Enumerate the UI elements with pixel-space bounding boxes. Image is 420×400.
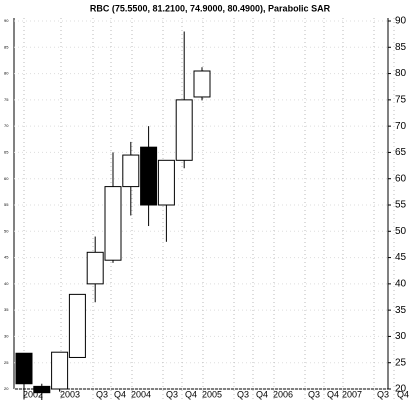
x-tick-label: 2005 — [202, 389, 222, 399]
candle-body — [68, 293, 86, 358]
y-tick-label: 75 — [395, 94, 407, 105]
x-tick-label: Q4 — [256, 389, 268, 399]
y-tick-label: 85 — [395, 42, 407, 53]
y-tick-label: 25 — [395, 357, 407, 368]
y-tick-label: 65 — [395, 147, 407, 158]
y-tick-label-left: 85 — [4, 44, 9, 49]
candle-body — [51, 351, 69, 390]
candle-body — [175, 99, 193, 161]
y-tick-label-left: 50 — [4, 228, 9, 233]
x-tick-label: 2007 — [342, 389, 362, 399]
y-tick-label: 90 — [395, 16, 407, 27]
x-tick-label: Q3 — [96, 389, 108, 399]
y-tick-label: 20 — [395, 384, 407, 395]
y-tick-label-left: 60 — [4, 176, 9, 181]
x-tick-label: 2006 — [273, 389, 293, 399]
y-tick-label-left: 45 — [4, 255, 9, 260]
y-tick-label-left: 35 — [4, 307, 9, 312]
y-tick-label-left: 90 — [4, 18, 9, 23]
candle-body — [157, 159, 175, 206]
y-tick-label: 35 — [395, 305, 407, 316]
y-tick-label-left: 80 — [4, 71, 9, 76]
x-tick-label: Q4 — [397, 389, 409, 399]
x-tick-label: 2003 — [60, 389, 80, 399]
x-tick-label: Q4 — [114, 389, 126, 399]
x-tick-label: Q3 — [237, 389, 249, 399]
x-tick-label: Q3 — [308, 389, 320, 399]
y-tick-label: 45 — [395, 252, 407, 263]
candle-body — [104, 186, 122, 261]
y-tick-label-left: 75 — [4, 97, 9, 102]
candle-body — [122, 154, 140, 188]
candle-body — [15, 352, 33, 385]
y-tick-label: 70 — [395, 121, 407, 132]
y-tick-label-left: 40 — [4, 281, 9, 286]
x-tick-label: Q3 — [166, 389, 178, 399]
y-tick-label-left: 65 — [4, 149, 9, 154]
candle-body — [86, 251, 104, 285]
candle-body — [193, 70, 211, 98]
x-tick-label: Q4 — [327, 389, 339, 399]
y-tick-label: 55 — [395, 200, 407, 211]
y-tick-label: 80 — [395, 68, 407, 79]
y-tick-label-left: 70 — [4, 123, 9, 128]
candle-body — [140, 146, 158, 206]
candle-body — [33, 385, 51, 394]
y-tick-label: 60 — [395, 173, 407, 184]
y-tick-label-left: 55 — [4, 202, 9, 207]
y-tick-label-left: 25 — [4, 360, 9, 365]
y-tick-label-left: 20 — [4, 386, 9, 391]
y-tick-label-left: 30 — [4, 333, 9, 338]
y-tick-label: 50 — [395, 226, 407, 237]
y-tick-label: 30 — [395, 331, 407, 342]
x-tick-label: Q4 — [185, 389, 197, 399]
x-tick-label: Q3 — [377, 389, 389, 399]
chart-title: RBC (75.5500, 81.2100, 74.9000, 80.4900)… — [90, 3, 331, 13]
y-tick-label: 40 — [395, 278, 407, 289]
x-tick-label: 2004 — [131, 389, 151, 399]
x-tick-label: 2002 — [23, 389, 43, 399]
